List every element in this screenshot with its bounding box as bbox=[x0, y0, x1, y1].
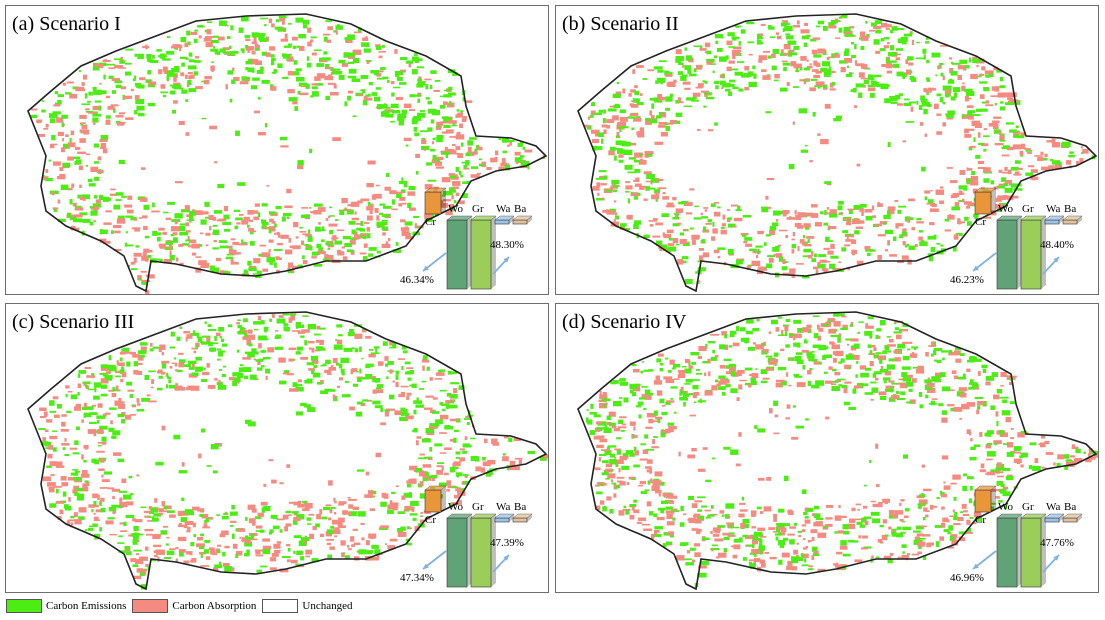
legend-label: Carbon Emissions bbox=[46, 600, 127, 612]
panel-scenario-2: (b) Scenario II Cr Wo Gr Wa Ba 46.23% 48.40% bbox=[555, 5, 1099, 295]
bar-wo bbox=[446, 215, 473, 290]
bar-label-ba: Ba bbox=[514, 501, 527, 513]
bar-wa bbox=[494, 513, 515, 523]
woodland-percentage: 47.34% bbox=[400, 572, 434, 584]
basin-map bbox=[577, 13, 1098, 293]
panel-title: (a) Scenario I bbox=[12, 13, 121, 35]
grassland-percentage: 47.76% bbox=[1040, 537, 1074, 549]
grassland-percentage: 47.39% bbox=[490, 537, 524, 549]
map-legend: Carbon Emissions Carbon Absorption Uncha… bbox=[6, 597, 359, 615]
bar-ba bbox=[512, 215, 533, 225]
legend-swatch bbox=[6, 599, 42, 613]
bar-gr bbox=[470, 513, 497, 588]
bar-gr bbox=[1020, 513, 1047, 588]
bar-label-gr: Gr bbox=[472, 203, 484, 215]
legend-swatch bbox=[132, 599, 169, 613]
bar-wa bbox=[1044, 513, 1065, 523]
panel-title: (b) Scenario II bbox=[562, 13, 679, 35]
panel-scenario-4: (d) Scenario IV Cr Wo Gr Wa Ba 46.96% 47.76% bbox=[555, 303, 1099, 593]
bar-wo bbox=[996, 513, 1023, 588]
bar-label-cr: Cr bbox=[975, 216, 986, 228]
legend-label: Carbon Absorption bbox=[172, 600, 257, 612]
bar-label-cr: Cr bbox=[975, 514, 986, 526]
map-area bbox=[27, 311, 548, 591]
bar-label-wa: Wa bbox=[1046, 203, 1061, 215]
woodland-percentage: 46.23% bbox=[950, 274, 984, 286]
legend-item-carbon-emissions: Carbon Emissions bbox=[6, 599, 126, 613]
grassland-percentage: 48.30% bbox=[490, 239, 524, 251]
legend-swatch bbox=[262, 599, 299, 613]
bar-label-gr: Gr bbox=[472, 501, 484, 513]
bar-wa bbox=[494, 215, 515, 225]
bar-label-wa: Wa bbox=[1046, 501, 1061, 513]
basin-map bbox=[27, 13, 548, 294]
bar-label-wa: Wa bbox=[496, 501, 511, 513]
bar-label-wo: Wo bbox=[998, 203, 1014, 215]
bar-label-wa: Wa bbox=[496, 203, 511, 215]
bar-wo bbox=[446, 513, 473, 588]
panel-scenario-1: (a) Scenario I Cr Wo Gr Wa Ba 46.34% 48.30% bbox=[5, 5, 549, 295]
bar-ba bbox=[1062, 215, 1083, 225]
bar-label-cr: Cr bbox=[425, 514, 436, 526]
map-area bbox=[27, 13, 548, 294]
bar-label-cr: Cr bbox=[425, 216, 436, 228]
legend-label: Unchanged bbox=[302, 600, 353, 612]
basin-map bbox=[27, 311, 548, 591]
bar-ba bbox=[512, 513, 533, 523]
bar-gr bbox=[470, 215, 497, 290]
bar-wo bbox=[996, 215, 1023, 290]
bar-label-ba: Ba bbox=[514, 203, 527, 215]
basin-map bbox=[577, 311, 1098, 591]
bar-ba bbox=[1062, 513, 1083, 523]
bar-label-ba: Ba bbox=[1064, 203, 1077, 215]
map-area bbox=[577, 311, 1098, 591]
bar-cr bbox=[974, 485, 997, 513]
bar-gr bbox=[1020, 215, 1047, 290]
bar-cr bbox=[974, 187, 997, 215]
legend-item-unchanged: Unchanged bbox=[262, 599, 353, 613]
panel-scenario-3: (c) Scenario III Cr Wo Gr Wa Ba 47.34% 47.39% bbox=[5, 303, 549, 593]
panel-title: (c) Scenario III bbox=[12, 311, 135, 333]
panel-title: (d) Scenario IV bbox=[562, 311, 687, 333]
bar-cr bbox=[424, 485, 447, 513]
grassland-percentage: 48.40% bbox=[1040, 239, 1074, 251]
bar-wa bbox=[1044, 215, 1065, 225]
map-area bbox=[577, 13, 1098, 293]
bar-label-wo: Wo bbox=[448, 501, 464, 513]
bar-label-ba: Ba bbox=[1064, 501, 1077, 513]
bar-label-gr: Gr bbox=[1022, 501, 1034, 513]
bar-cr bbox=[424, 187, 447, 215]
bar-label-wo: Wo bbox=[448, 203, 464, 215]
legend-item-carbon-absorption: Carbon Absorption bbox=[132, 599, 256, 613]
bar-label-wo: Wo bbox=[998, 501, 1014, 513]
bar-label-gr: Gr bbox=[1022, 203, 1034, 215]
woodland-percentage: 46.96% bbox=[950, 572, 984, 584]
woodland-percentage: 46.34% bbox=[400, 274, 434, 286]
